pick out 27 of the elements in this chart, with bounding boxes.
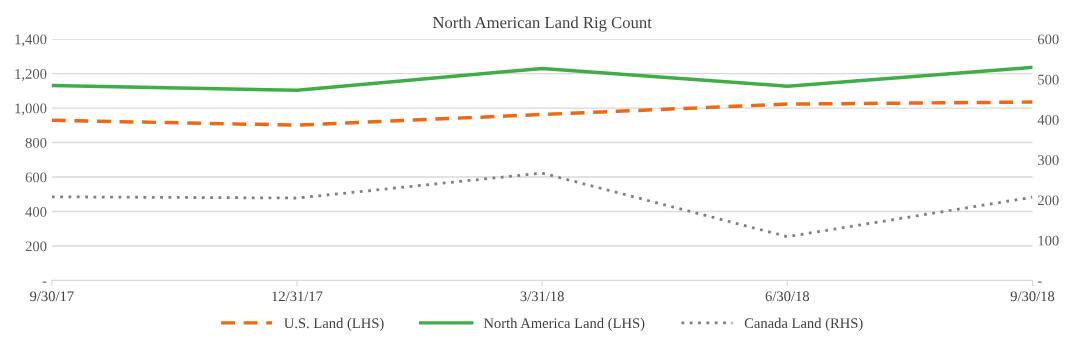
- chart-title: North American Land Rig Count: [432, 16, 652, 32]
- y-tick-label: 800: [25, 137, 47, 148]
- line-series: [51, 65, 1033, 93]
- y-tick-label: -: [42, 281, 47, 283]
- y2-tick-label: 200: [1037, 195, 1059, 206]
- y-tick-label: 1,400: [15, 34, 47, 47]
- x-tick-label: 9/30/18: [1010, 291, 1055, 302]
- legend-label: Canada Land (RHS): [744, 317, 863, 332]
- y2-tick-label: 400: [1037, 114, 1059, 125]
- y2-tick-label: -: [1037, 281, 1042, 283]
- legend-label: North America Land (LHS): [483, 317, 645, 332]
- x-tick-label: 12/31/17: [272, 291, 323, 302]
- x-tick-label: 6/30/18: [765, 291, 810, 302]
- y2-tick-label: 500: [1038, 74, 1059, 85]
- y2-tick-label: 300: [1038, 155, 1059, 165]
- y2-tick-label: 100: [1038, 235, 1059, 246]
- y-tick-label: 1,200: [15, 68, 47, 81]
- y-tick-label: 1,000: [15, 103, 47, 116]
- line-series: [51, 100, 1033, 127]
- y-tick-label: 200: [25, 241, 47, 252]
- y-tick-label: 400: [25, 206, 47, 217]
- y2-tick-label: 600: [1037, 34, 1059, 45]
- legend-label: U.S. Land (LHS): [284, 317, 384, 332]
- x-tick-label: 9/30/17: [30, 291, 74, 302]
- y-tick-label: 600: [25, 172, 47, 183]
- line-series: [51, 171, 1033, 239]
- x-tick-label: 3/31/18: [520, 291, 564, 302]
